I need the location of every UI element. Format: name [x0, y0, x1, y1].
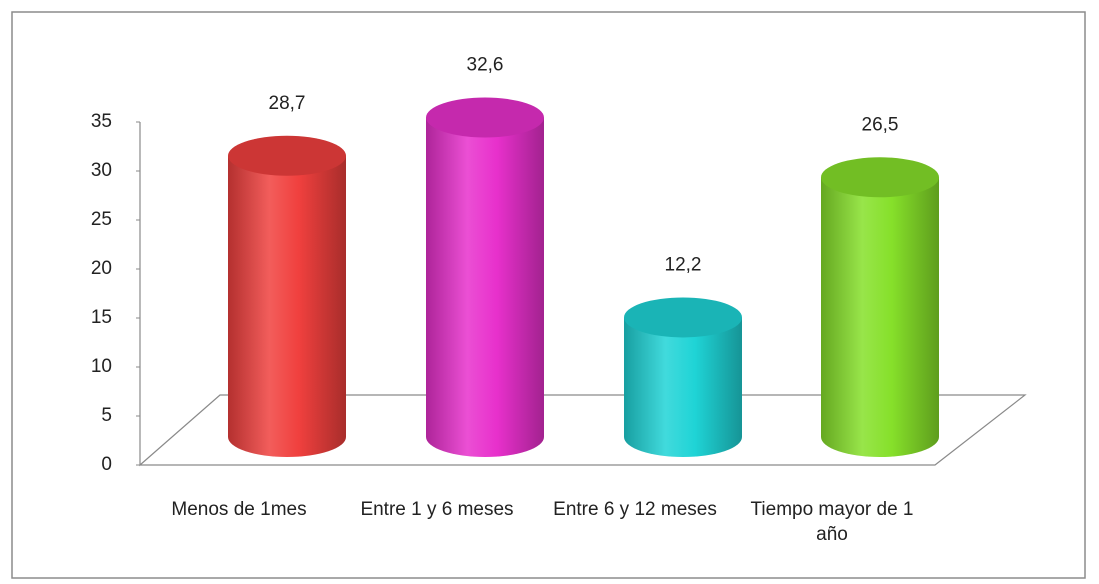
x-tick-label: Entre 1 y 6 meses — [360, 499, 514, 520]
y-tick-label: 35 — [91, 111, 112, 132]
bar — [426, 117, 544, 458]
bar-top — [426, 97, 544, 138]
y-tick-label: 20 — [91, 258, 112, 279]
y-tick-label: 30 — [91, 160, 112, 181]
bar-top — [228, 135, 346, 176]
bar-top — [821, 157, 939, 198]
y-tick-label: 5 — [101, 405, 112, 426]
y-tick-label: 25 — [91, 209, 112, 230]
axis-floor — [139, 122, 1027, 467]
y-tick-label: 15 — [91, 307, 112, 328]
value-label: 12,2 — [665, 254, 702, 275]
x-tick-label: Tiempo mayor de 1 año — [750, 499, 914, 545]
y-tick-label: 10 — [91, 356, 112, 377]
bar — [821, 177, 939, 458]
value-label: 32,6 — [467, 55, 504, 76]
bar — [624, 317, 742, 457]
value-label: 28,7 — [269, 93, 306, 114]
value-label: 26,5 — [862, 114, 899, 135]
bar-top — [624, 297, 742, 338]
x-tick-label: Menos de 1mes — [171, 499, 307, 520]
x-tick-label: Entre 6 y 12 meses — [553, 499, 717, 520]
bar — [228, 155, 346, 457]
y-tick-label: 0 — [101, 454, 112, 475]
